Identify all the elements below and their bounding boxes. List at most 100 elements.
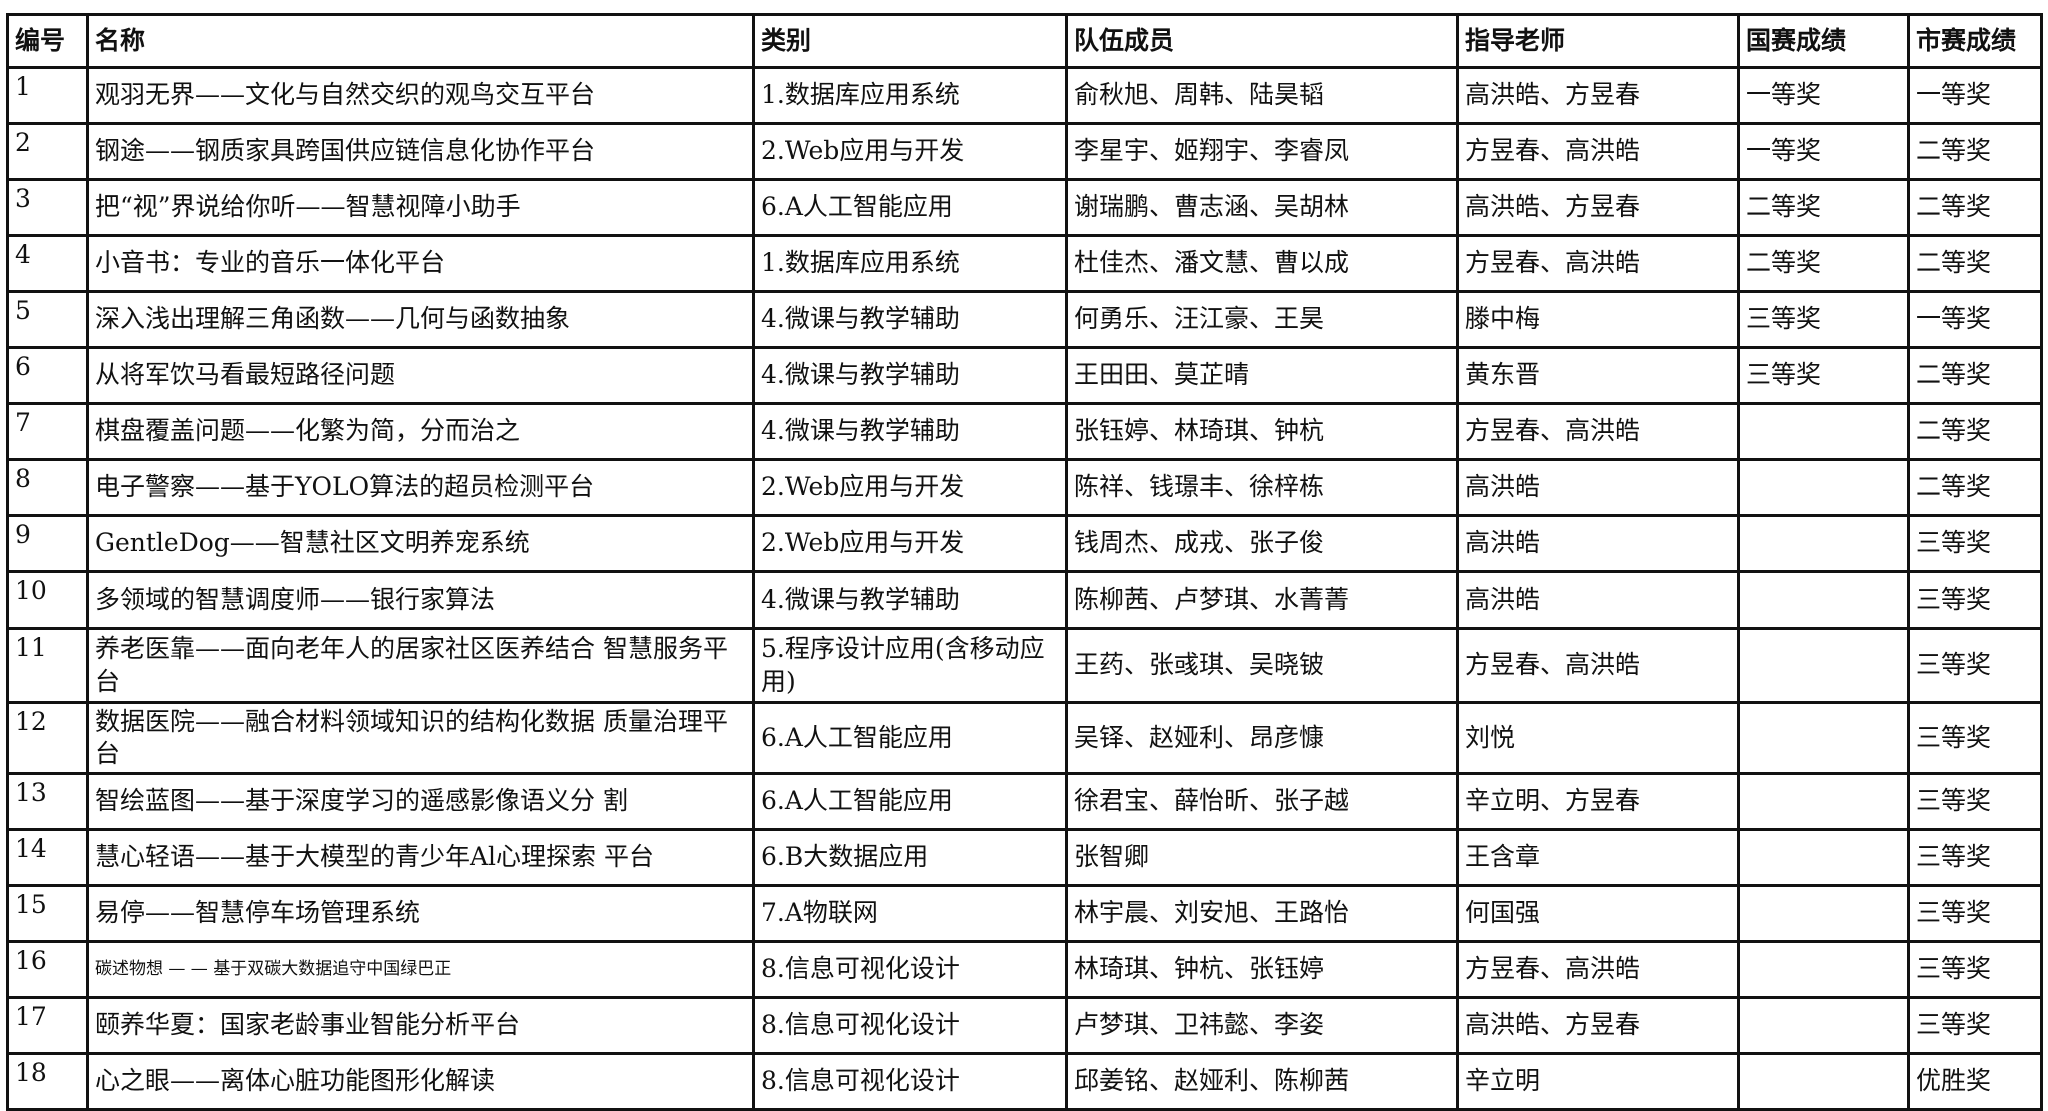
cell-category: 4.微课与教学辅助 [752,402,1068,461]
cell-category: 6.B大数据应用 [752,828,1068,887]
table-row: 12 数据医院——融合材料领域知识的结构化数据 质量治理平台 6.A人工智能应用 吴铎… [6,701,2043,775]
cell-city-award: 三等奖 [1907,570,2043,630]
cell-advisors: 高洪皓、方昱春 [1456,178,1740,237]
cell-name: 多领域的智慧调度师——银行家算法 [86,570,755,630]
cell-national-award: 三等奖 [1737,290,1910,349]
cell-advisors: 辛立明、方昱春 [1456,772,1740,831]
cell-members: 陈柳茜、卢梦琪、水菁菁 [1065,570,1459,630]
cell-category: 6.A人工智能应用 [752,178,1068,237]
cell-id: 5 [6,290,89,349]
cell-city-award: 三等奖 [1907,701,2043,775]
cell-members: 王田田、莫芷晴 [1065,346,1459,405]
cell-advisors: 辛立明 [1456,1052,1740,1111]
table-row: 13 智绘蓝图——基于深度学习的遥感影像语义分 割 6.A人工智能应用 徐君宝、薛怡昕… [6,772,2043,831]
cell-members: 卢梦琪、卫祎懿、李姿 [1065,996,1459,1055]
cell-category: 2.Web应用与开发 [752,514,1068,573]
cell-national-award: 一等奖 [1737,122,1910,181]
cell-members: 陈祥、钱璟丰、徐梓栋 [1065,458,1459,517]
cell-members: 何勇乐、汪江豪、王昊 [1065,290,1459,349]
cell-category: 1.数据库应用系统 [752,234,1068,293]
cell-national-award [1737,701,1910,775]
cell-category: 8.信息可视化设计 [752,996,1068,1055]
table-row: 10 多领域的智慧调度师——银行家算法 4.微课与教学辅助 陈柳茜、卢梦琪、水菁菁 高洪… [6,570,2043,630]
cell-city-award: 二等奖 [1907,346,2043,405]
cell-members: 张钰婷、林琦琪、钟杭 [1065,402,1459,461]
table-row: 2 钢途——钢质家具跨国供应链信息化协作平台 2.Web应用与开发 李星宇、姬翔宇、李… [6,122,2043,181]
table-row: 11 养老医靠——面向老年人的居家社区医养结合 智慧服务平台 5.程序设计应用(含移… [6,627,2043,704]
cell-members: 邱姜铭、赵娅利、陈柳茜 [1065,1052,1459,1111]
cell-advisors: 黄东晋 [1456,346,1740,405]
cell-national-award [1737,828,1910,887]
cell-city-award: 三等奖 [1907,996,2043,1055]
cell-city-award: 二等奖 [1907,458,2043,517]
cell-national-award: 三等奖 [1737,346,1910,405]
cell-advisors: 高洪皓、方昱春 [1456,996,1740,1055]
cell-advisors: 方昱春、高洪皓 [1456,402,1740,461]
cell-id: 4 [6,234,89,293]
cell-city-award: 一等奖 [1907,290,2043,349]
table-row: 9 GentleDog——智慧社区文明养宠系统 2.Web应用与开发 钱周杰、成戎、张… [6,514,2043,573]
cell-members: 张智卿 [1065,828,1459,887]
cell-city-award: 三等奖 [1907,828,2043,887]
cell-members: 王药、张彧琪、吴晓铍 [1065,627,1459,704]
cell-city-award: 一等奖 [1907,66,2043,125]
cell-city-award: 三等奖 [1907,627,2043,704]
cell-id: 10 [6,570,89,630]
cell-name: 智绘蓝图——基于深度学习的遥感影像语义分 割 [86,772,755,831]
cell-id: 1 [6,66,89,125]
header-row: 编号 名称 类别 队伍成员 指导老师 国赛成绩 市赛成绩 [6,13,2043,69]
cell-name: 养老医靠——面向老年人的居家社区医养结合 智慧服务平台 [86,627,755,704]
header-national: 国赛成绩 [1737,13,1910,69]
cell-category: 2.Web应用与开发 [752,122,1068,181]
table-row: 17 颐养华夏：国家老龄事业智能分析平台 8.信息可视化设计 卢梦琪、卫祎懿、李姿 高洪… [6,996,2043,1055]
cell-id: 15 [6,884,89,943]
cell-name: 慧心轻语——基于大模型的青少年Al心理探索 平台 [86,828,755,887]
awards-table: 编号 名称 类别 队伍成员 指导老师 国赛成绩 市赛成绩 1 观羽无界——文化与自… [6,13,2043,1111]
cell-national-award [1737,514,1910,573]
cell-city-award: 二等奖 [1907,178,2043,237]
table-row: 14 慧心轻语——基于大模型的青少年Al心理探索 平台 6.B大数据应用 张智卿 王含章… [6,828,2043,887]
cell-category: 6.A人工智能应用 [752,701,1068,775]
cell-national-award [1737,996,1910,1055]
cell-national-award [1737,627,1910,704]
cell-members: 徐君宝、薛怡昕、张子越 [1065,772,1459,831]
cell-name: 电子警察——基于YOLO算法的超员检测平台 [86,458,755,517]
cell-advisors: 刘悦 [1456,701,1740,775]
cell-category: 6.A人工智能应用 [752,772,1068,831]
table-row: 1 观羽无界——文化与自然交织的观鸟交互平台 1.数据库应用系统 俞秋旭、周韩、陆昊韬… [6,66,2043,125]
table-row: 4 小音书：专业的音乐一体化平台 1.数据库应用系统 杜佳杰、潘文慧、曹以成 方昱春、高… [6,234,2043,293]
cell-city-award: 二等奖 [1907,402,2043,461]
cell-city-award: 二等奖 [1907,234,2043,293]
cell-id: 8 [6,458,89,517]
cell-name: 钢途——钢质家具跨国供应链信息化协作平台 [86,122,755,181]
cell-category: 1.数据库应用系统 [752,66,1068,125]
header-members: 队伍成员 [1065,13,1459,69]
cell-name: 深入浅出理解三角函数——几何与函数抽象 [86,290,755,349]
cell-id: 12 [6,701,89,775]
table-row: 7 棋盘覆盖问题——化繁为简，分而治之 4.微课与教学辅助 张钰婷、林琦琪、钟杭 方昱春… [6,402,2043,461]
cell-city-award: 二等奖 [1907,122,2043,181]
cell-members: 林琦琪、钟杭、张钰婷 [1065,940,1459,999]
cell-id: 14 [6,828,89,887]
table-row: 8 电子警察——基于YOLO算法的超员检测平台 2.Web应用与开发 陈祥、钱璟丰、徐… [6,458,2043,517]
cell-name: 颐养华夏：国家老龄事业智能分析平台 [86,996,755,1055]
cell-id: 11 [6,627,89,704]
cell-national-award: 二等奖 [1737,234,1910,293]
cell-advisors: 高洪皓、方昱春 [1456,66,1740,125]
cell-city-award: 优胜奖 [1907,1052,2043,1111]
cell-category: 2.Web应用与开发 [752,458,1068,517]
cell-advisors: 方昱春、高洪皓 [1456,122,1740,181]
header-city: 市赛成绩 [1907,13,2043,69]
cell-name: 观羽无界——文化与自然交织的观鸟交互平台 [86,66,755,125]
cell-national-award [1737,570,1910,630]
cell-members: 吴铎、赵娅利、昂彦慷 [1065,701,1459,775]
cell-name: 易停——智慧停车场管理系统 [86,884,755,943]
cell-id: 18 [6,1052,89,1111]
cell-category: 7.A物联网 [752,884,1068,943]
table-row: 16 碳述物想 — — 基于双碳大数据追守中国绿巴正 8.信息可视化设计 林琦琪、钟杭… [6,940,2043,999]
cell-advisors: 方昱春、高洪皓 [1456,627,1740,704]
cell-name: GentleDog——智慧社区文明养宠系统 [86,514,755,573]
cell-advisors: 高洪皓 [1456,514,1740,573]
cell-national-award [1737,1052,1910,1111]
cell-id: 17 [6,996,89,1055]
